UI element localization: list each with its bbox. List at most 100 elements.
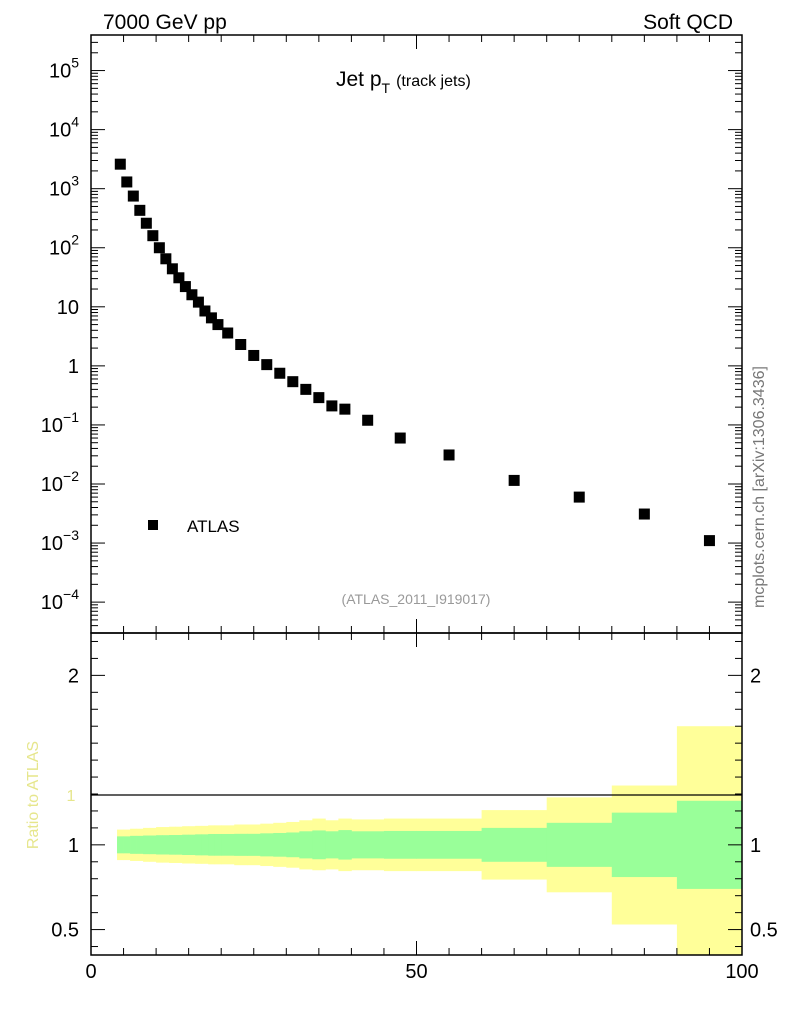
legend-marker (148, 520, 158, 530)
inner-band (117, 836, 124, 854)
atlas-point (166, 263, 178, 275)
atlas-point (199, 305, 211, 317)
atlas-point (573, 491, 585, 503)
inner-band (123, 836, 131, 854)
header-left-title: 7000 GeV pp (103, 11, 227, 34)
inner-band (286, 832, 300, 858)
uncertainty-bands (117, 726, 743, 955)
main-y-tick-label: 105 (49, 55, 79, 83)
atlas-point (173, 272, 185, 284)
analysis-id: (ATLAS_2011_I919017) (342, 591, 491, 607)
atlas-point (508, 474, 520, 486)
main-y-tick-label: 10−2 (41, 468, 79, 496)
inner-band (195, 834, 203, 856)
ratio-panel: 0.5 0.5 1 1 2 2 0 50 100 (51, 632, 778, 983)
inner-band (156, 835, 164, 855)
atlas-point (160, 253, 172, 265)
main-y-tick-label: 104 (49, 114, 79, 142)
inner-band (208, 833, 216, 856)
inner-band (611, 812, 678, 878)
atlas-point (222, 327, 234, 339)
inner-band (221, 833, 235, 856)
inner-band (247, 833, 261, 856)
ratio-y-tick-label-left: 0.5 (51, 920, 79, 942)
inner-band (260, 833, 274, 857)
x-tick-label: 100 (725, 961, 758, 983)
atlas-point (274, 367, 286, 379)
inner-band (351, 831, 385, 859)
atlas-point (134, 204, 146, 216)
atlas-point (394, 432, 406, 444)
atlas-point (114, 158, 126, 170)
inner-band (312, 830, 326, 860)
main-y-tick-label: 1 (68, 356, 79, 378)
inner-band (188, 834, 196, 856)
ratio-y-tick-label-right: 0.5 (750, 920, 778, 942)
x-tick-label: 50 (405, 961, 427, 983)
main-y-tick-label: 10−4 (41, 586, 79, 614)
title-sub: T (382, 80, 391, 96)
atlas-point (261, 359, 273, 371)
atlas-point (140, 217, 152, 229)
atlas-point (287, 376, 299, 388)
main-y-ticks: 10−4 10−3 10−2 10−1 1 10 102 103 104 105 (41, 34, 742, 634)
ratio-y-tick-label-left: 2 (68, 665, 79, 687)
main-frame (90, 34, 743, 634)
inner-band (299, 831, 313, 859)
title-paren: (track jets) (396, 73, 471, 90)
side-credit: mcplots.cern.ch [arXiv:1306.3436] (751, 366, 768, 608)
inner-band (273, 832, 287, 857)
atlas-point (362, 414, 374, 426)
main-y-tick-label: 10−3 (41, 527, 79, 555)
atlas-point (186, 289, 198, 301)
inner-band (234, 833, 248, 856)
atlas-point (235, 339, 247, 351)
main-panel: 10−4 10−3 10−2 10−1 1 10 102 103 104 105 (41, 34, 743, 634)
atlas-point (212, 319, 224, 331)
main-y-tick-label: 10 (57, 297, 79, 319)
ratio-y-tick-label-right: 1 (750, 835, 761, 857)
inner-band (546, 822, 613, 867)
atlas-point (147, 230, 159, 242)
atlas-point (638, 508, 650, 520)
inner-band (149, 835, 157, 855)
atlas-point (703, 535, 715, 547)
ratio-ylabel: Ratio to ATLAS (25, 741, 42, 849)
atlas-point (205, 312, 217, 324)
inner-band (338, 830, 352, 860)
main-y-tick-label: 10−1 (41, 409, 79, 437)
ratio-one-marker: 1 (67, 788, 76, 805)
atlas-point (192, 296, 204, 308)
inner-band (416, 830, 482, 859)
inner-band (383, 830, 417, 859)
inner-band (481, 827, 548, 862)
inner-band (136, 835, 144, 854)
atlas-point (179, 281, 191, 293)
inner-band (162, 835, 170, 855)
atlas-point (248, 349, 260, 361)
inner-band (143, 835, 150, 855)
header-right-title: Soft QCD (643, 11, 733, 34)
title-main: Jet p (336, 68, 382, 91)
main-x-ticks (90, 35, 743, 633)
legend-label: ATLAS (187, 517, 240, 536)
main-y-tick-label: 102 (49, 232, 79, 260)
atlas-point (300, 383, 312, 395)
svg-text:Jet pT(track jets): Jet pT (track jets) (336, 68, 471, 96)
atlas-point (127, 190, 139, 202)
inner-band (325, 831, 339, 859)
atlas-point (313, 392, 325, 404)
inner-band (214, 833, 222, 856)
inner-band (175, 835, 183, 855)
atlas-point (443, 449, 455, 461)
atlas-point (339, 403, 351, 415)
ratio-frame (90, 632, 743, 956)
atlas-markers (114, 158, 715, 547)
inner-band (169, 835, 177, 855)
inner-band (130, 835, 137, 854)
inner-band (201, 834, 209, 856)
main-y-tick-label: 103 (49, 173, 79, 201)
x-tick-label: 0 (85, 961, 96, 983)
atlas-point (121, 176, 133, 188)
